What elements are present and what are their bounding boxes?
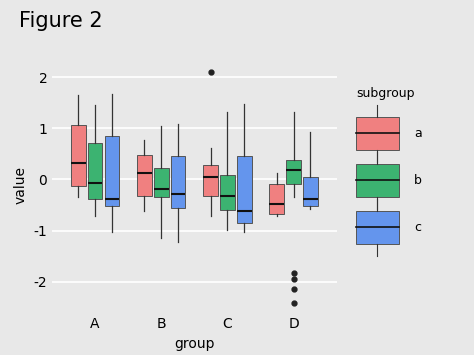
PathPatch shape (286, 160, 301, 184)
Y-axis label: value: value (14, 165, 28, 204)
Text: c: c (414, 221, 421, 234)
PathPatch shape (203, 165, 218, 196)
Text: subgroup: subgroup (356, 87, 414, 100)
FancyBboxPatch shape (356, 164, 399, 197)
PathPatch shape (220, 175, 235, 210)
X-axis label: group: group (174, 337, 215, 351)
PathPatch shape (269, 184, 284, 214)
PathPatch shape (71, 125, 85, 186)
PathPatch shape (237, 157, 252, 223)
PathPatch shape (171, 157, 185, 208)
PathPatch shape (303, 177, 318, 206)
Text: b: b (414, 174, 422, 187)
PathPatch shape (154, 168, 169, 197)
PathPatch shape (88, 143, 102, 199)
FancyBboxPatch shape (356, 117, 399, 150)
FancyBboxPatch shape (356, 211, 399, 244)
Text: a: a (414, 127, 421, 140)
PathPatch shape (137, 155, 152, 196)
PathPatch shape (105, 136, 119, 206)
Text: Figure 2: Figure 2 (19, 11, 102, 31)
